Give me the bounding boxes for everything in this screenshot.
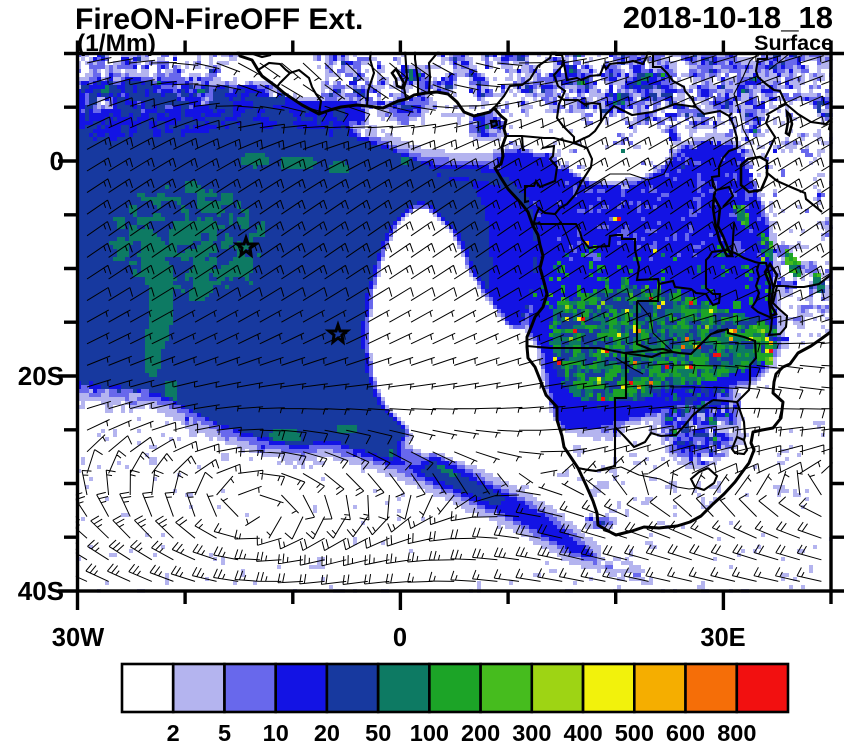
svg-text:100: 100	[410, 720, 449, 746]
svg-text:(1/Mm): (1/Mm)	[77, 30, 156, 57]
svg-text:0: 0	[393, 624, 407, 652]
svg-text:5: 5	[218, 720, 231, 746]
svg-text:FireON-FireOFF Ext.: FireON-FireOFF Ext.	[75, 3, 363, 36]
svg-text:30E: 30E	[700, 624, 745, 652]
svg-text:20: 20	[314, 720, 340, 746]
svg-text:200: 200	[461, 720, 500, 746]
svg-text:10: 10	[263, 720, 289, 746]
svg-text:500: 500	[615, 720, 654, 746]
svg-text:20S: 20S	[18, 361, 64, 391]
svg-text:40S: 40S	[18, 576, 64, 606]
svg-text:0: 0	[50, 146, 64, 176]
svg-text:Surface: Surface	[754, 31, 833, 55]
svg-text:300: 300	[512, 720, 551, 746]
svg-text:400: 400	[563, 720, 602, 746]
svg-text:600: 600	[666, 720, 705, 746]
svg-text:2018-10-18_18: 2018-10-18_18	[623, 0, 833, 35]
svg-text:2: 2	[167, 720, 180, 746]
svg-text:800: 800	[717, 720, 756, 746]
svg-text:50: 50	[365, 720, 391, 746]
svg-text:30W: 30W	[52, 624, 105, 652]
